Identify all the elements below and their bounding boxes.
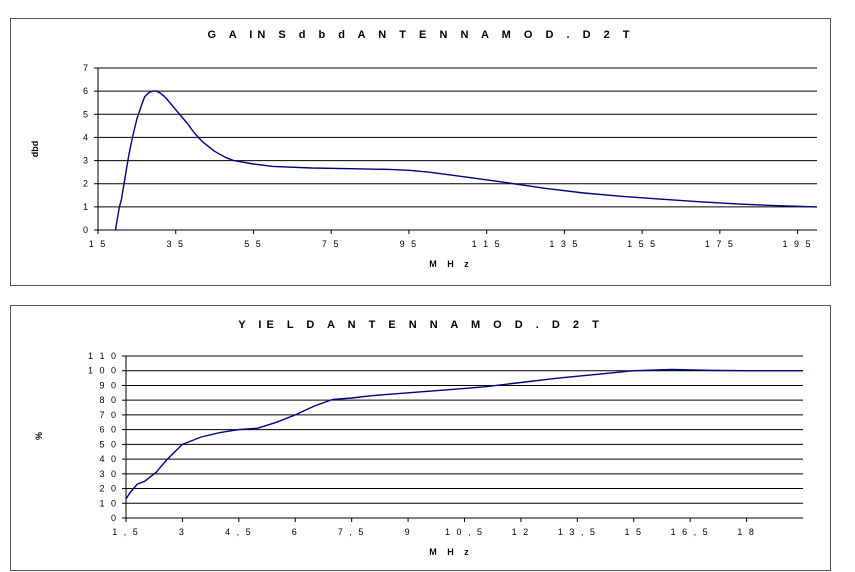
x-axis-label: M H z: [429, 259, 473, 269]
x-tick-label: 1 9 5: [783, 239, 813, 249]
x-tick-label: 1 5: [624, 527, 643, 537]
x-tick-label: 7 5: [322, 239, 341, 249]
y-tick-label: 2 0: [99, 484, 118, 494]
plot-area: [98, 68, 817, 230]
plot-area: [126, 356, 803, 518]
y-tick-label: 9 0: [99, 380, 118, 390]
y-tick-label: 7 0: [99, 410, 118, 420]
y-tick-label: 4 0: [99, 454, 118, 464]
x-tick-label: 7 , 5: [338, 527, 366, 537]
x-tick-label: 3: [179, 527, 186, 537]
y-tick-label: 5 0: [99, 439, 118, 449]
x-tick-label: 5 5: [244, 239, 263, 249]
x-tick-label: 1 5 5: [627, 239, 657, 249]
y-tick-label: 2: [83, 179, 90, 189]
x-tick-label: 1 3 , 5: [558, 527, 597, 537]
y-tick-label: 0: [83, 225, 90, 235]
chart-title: Y IE L D A N T E N N A M O D . D 2 T: [238, 319, 604, 331]
gain-chart: G A IN S d b d A N T E N N A M O D . D 2…: [10, 18, 831, 286]
series-line: [114, 90, 818, 231]
y-tick-label: 6: [83, 86, 90, 96]
x-tick-label: 1 0 , 5: [445, 527, 484, 537]
chart-title: G A IN S d b d A N T E N N A M O D . D 2…: [208, 29, 635, 41]
yield-chart: Y IE L D A N T E N N A M O D . D 2 T % M…: [10, 305, 831, 571]
y-tick-label: 3 0: [99, 469, 118, 479]
y-axis-label: %: [34, 432, 44, 440]
y-tick-label: 8 0: [99, 395, 118, 405]
y-tick-label: 6 0: [99, 425, 118, 435]
y-tick-label: 5: [83, 109, 90, 119]
x-tick-label: 1 , 5: [112, 527, 140, 537]
y-tick-label: 1 0: [99, 498, 118, 508]
x-tick-label: 1 8: [737, 527, 756, 537]
x-tick-label: 9: [405, 527, 412, 537]
x-tick-label: 1 1 5: [472, 239, 502, 249]
y-tick-label: 1 0 0: [88, 366, 118, 376]
x-tick-label: 1 5: [89, 239, 108, 249]
x-axis-label: M H z: [429, 547, 473, 557]
y-axis-label: dbd: [30, 141, 40, 158]
x-tick-label: 1 6 , 5: [671, 527, 710, 537]
x-tick-label: 1 7 5: [705, 239, 735, 249]
y-tick-label: 1 1 0: [88, 351, 118, 361]
y-tick-label: 1: [83, 202, 90, 212]
x-tick-label: 1 3 5: [549, 239, 579, 249]
y-tick-label: 0: [111, 513, 118, 523]
yield-chart-svg: Y IE L D A N T E N N A M O D . D 2 T % M…: [34, 319, 803, 557]
x-tick-label: 6: [292, 527, 299, 537]
y-tick-label: 4: [83, 132, 90, 142]
y-tick-label: 3: [83, 156, 90, 166]
series-line: [125, 368, 803, 500]
x-tick-label: 3 5: [166, 239, 185, 249]
x-tick-label: 1 2: [512, 527, 531, 537]
y-tick-label: 7: [83, 63, 90, 73]
x-tick-label: 9 5: [400, 239, 419, 249]
x-tick-label: 4 , 5: [225, 527, 253, 537]
gain-chart-svg: G A IN S d b d A N T E N N A M O D . D 2…: [30, 29, 818, 269]
